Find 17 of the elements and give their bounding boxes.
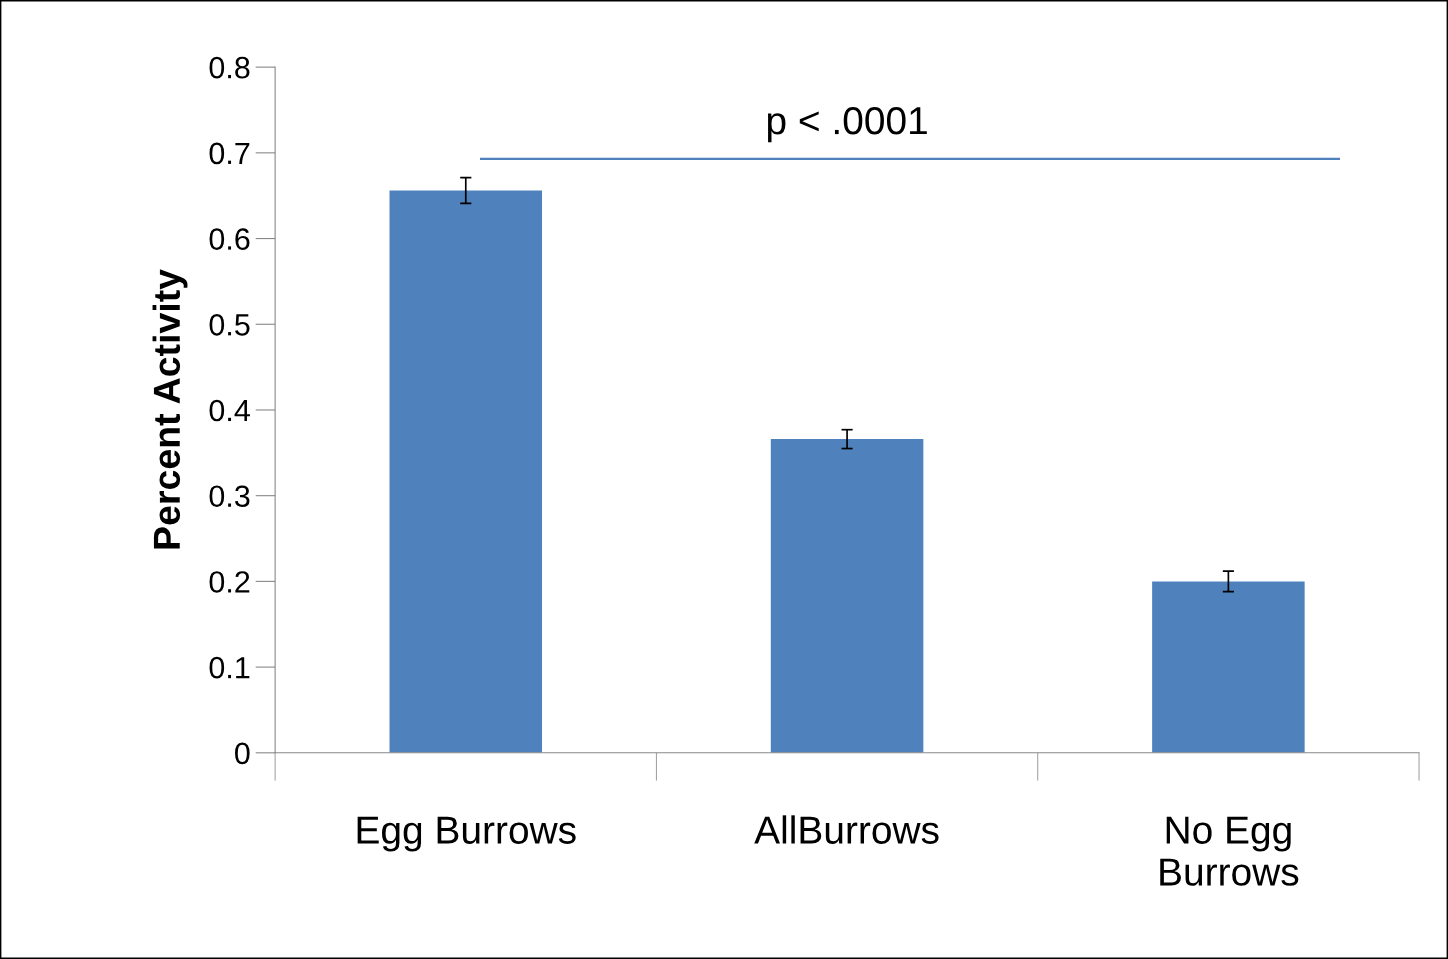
ref-line-label: p < .0001 [767, 106, 927, 143]
y-tick-label: 0.7 [209, 142, 250, 165]
y-axis-title: Percent Activity [152, 269, 188, 549]
y-tick-label: 0.8 [209, 56, 250, 79]
bar [770, 439, 924, 753]
y-tick-label: 0.3 [209, 485, 250, 508]
x-tick-label: AllBurrows [754, 815, 939, 844]
x-tick-label: Egg Burrows [357, 816, 576, 852]
y-tick-label: 0.4 [209, 399, 250, 422]
y-tick-label: 0.2 [209, 571, 250, 593]
bar [1152, 581, 1305, 753]
y-tick-label: 0.6 [209, 228, 250, 250]
y-tick-label: 0.5 [209, 314, 250, 336]
y-tick-label: 0.1 [209, 656, 250, 679]
bar [389, 190, 543, 753]
y-tick-label: 0 [235, 742, 250, 765]
x-tick-label: No Egg Burrows [1160, 816, 1299, 886]
